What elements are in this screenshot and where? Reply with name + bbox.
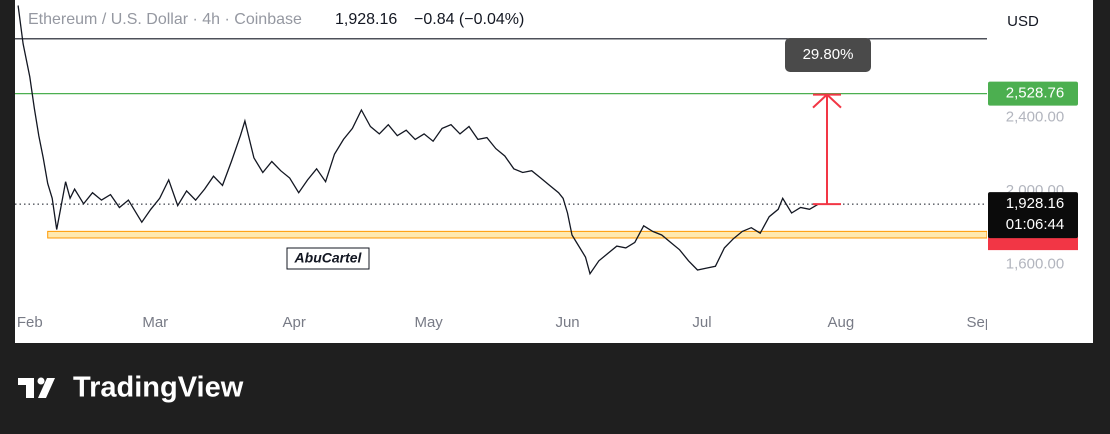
chart-title: Ethereum / U.S. Dollar · 4h · Coinbase xyxy=(28,11,302,28)
watermark-box xyxy=(286,247,370,270)
countdown: 01:06:44 xyxy=(1006,216,1064,233)
brand-name: TradingView xyxy=(73,372,244,404)
x-tick-label: Sep xyxy=(966,314,993,331)
target-price-tag xyxy=(988,81,1078,106)
y-tick-label: 1,600.00 xyxy=(1006,255,1064,272)
x-tick-label: May xyxy=(414,314,443,331)
watermark: AbuCartel xyxy=(294,250,363,266)
price-axis: 1,600.002,000.002,400.001,928.1601:06:44… xyxy=(988,81,1078,272)
chart-area xyxy=(15,0,1093,343)
measure-arrow xyxy=(812,93,842,206)
x-tick-label: Aug xyxy=(828,314,855,331)
header-price: 1,928.16 xyxy=(335,11,397,28)
x-tick-label: Jun xyxy=(555,314,579,331)
header-change: −0.84 (−0.04%) xyxy=(414,11,524,28)
brand-logo xyxy=(18,377,55,398)
x-tick-label: Mar xyxy=(142,314,168,331)
currency-button[interactable] xyxy=(991,4,1089,42)
x-tick-label: Apr xyxy=(283,314,306,331)
x-tick-label: Jul xyxy=(692,314,711,331)
last-price-tag xyxy=(988,192,1078,239)
measure-box xyxy=(785,38,871,72)
last-price-label: 1,928.16 xyxy=(1006,195,1064,212)
y-tick-label: 2,400.00 xyxy=(1006,108,1064,125)
price-line xyxy=(17,5,819,276)
target-price-label: 2,528.76 xyxy=(1006,85,1064,102)
currency-label: USD xyxy=(1007,13,1039,30)
measure-label: 29.80% xyxy=(803,46,854,63)
support-zone xyxy=(47,230,987,239)
x-tick-label: Feb xyxy=(17,314,43,331)
